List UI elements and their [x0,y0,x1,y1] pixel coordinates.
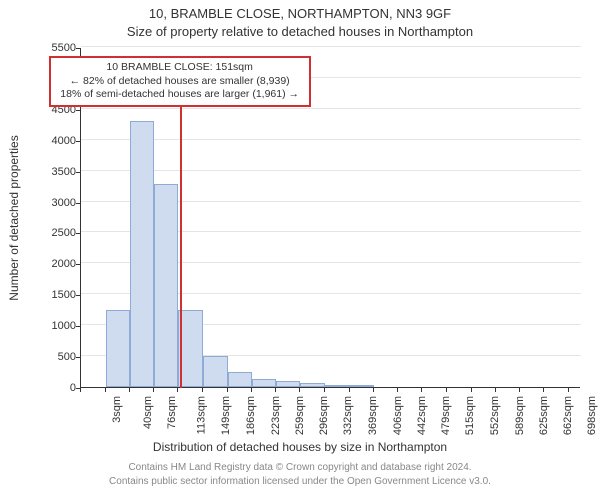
x-tick-mark [349,388,350,392]
chart-container: 10, BRAMBLE CLOSE, NORTHAMPTON, NN3 9GF … [0,0,600,500]
x-tick-mark [397,388,398,392]
x-tick-mark [324,388,325,392]
x-tick-label: 589sqm [514,396,526,435]
x-tick-label: 698sqm [586,396,598,435]
y-tick-mark [76,326,80,327]
chart-title-line2: Size of property relative to detached ho… [0,24,600,39]
chart-title-line1: 10, BRAMBLE CLOSE, NORTHAMPTON, NN3 9GF [0,6,600,21]
x-axis-label: Distribution of detached houses by size … [0,440,600,454]
y-tick-mark [76,141,80,142]
y-tick-mark [76,233,80,234]
x-tick-label: 552sqm [489,396,501,435]
y-tick-label: 4000 [36,135,76,147]
x-tick-mark [421,388,422,392]
footer-attribution-2: Contains public sector information licen… [0,476,600,487]
x-tick-label: 296sqm [318,396,330,435]
x-tick-label: 442sqm [416,396,428,435]
x-tick-label: 3sqm [111,396,123,423]
x-tick-mark [519,388,520,392]
x-tick-mark [373,388,374,392]
footer-attribution-1: Contains HM Land Registry data © Crown c… [0,462,600,473]
x-tick-label: 223sqm [270,396,282,435]
x-tick-mark [251,388,252,392]
x-tick-label: 113sqm [196,396,208,434]
x-tick-label: 332sqm [342,396,354,435]
histogram-bar [350,385,374,387]
x-tick-label: 76sqm [166,396,178,429]
x-tick-mark [177,388,178,392]
x-tick-label: 479sqm [440,396,452,435]
x-tick-mark [80,388,81,392]
y-tick-label: 2000 [36,258,76,270]
y-tick-mark [76,295,80,296]
y-tick-mark [76,110,80,111]
x-tick-mark [471,388,472,392]
callout-line1: 10 BRAMBLE CLOSE: 151sqm [57,61,303,75]
x-tick-label: 625sqm [538,396,550,435]
y-tick-label: 2500 [36,227,76,239]
histogram-bar [203,356,228,387]
histogram-bar [325,385,350,387]
histogram-bar [228,372,252,387]
callout-line3: 18% of semi-detached houses are larger (… [57,88,303,102]
y-tick-label: 3000 [36,197,76,209]
property-callout: 10 BRAMBLE CLOSE: 151sqm ← 82% of detach… [49,56,311,107]
x-tick-label: 369sqm [367,396,379,435]
y-axis-label: Number of detached properties [7,135,21,300]
x-tick-label: 40sqm [142,396,154,429]
x-tick-mark [543,388,544,392]
gridline [81,108,581,109]
y-tick-label: 1000 [36,320,76,332]
histogram-bar [130,121,155,387]
y-tick-label: 5500 [36,42,76,54]
x-tick-mark [299,388,300,392]
gridline [81,170,581,171]
y-tick-label: 3500 [36,166,76,178]
x-tick-label: 259sqm [294,396,306,435]
x-tick-mark [129,388,130,392]
y-tick-mark [76,172,80,173]
x-tick-mark [202,388,203,392]
histogram-bar [276,381,300,387]
y-tick-mark [76,203,80,204]
histogram-bar [252,379,277,387]
y-tick-mark [76,48,80,49]
callout-line2: ← 82% of detached houses are smaller (8,… [57,75,303,89]
histogram-bar [300,383,325,387]
histogram-bar [106,310,130,387]
x-tick-mark [495,388,496,392]
x-tick-mark [446,388,447,392]
y-tick-mark [76,357,80,358]
y-tick-label: 0 [36,382,76,394]
histogram-bar [154,184,178,387]
x-tick-label: 406sqm [392,396,404,435]
x-tick-mark [568,388,569,392]
gridline [81,139,581,140]
y-tick-mark [76,264,80,265]
x-tick-label: 515sqm [464,396,476,435]
x-tick-mark [105,388,106,392]
x-tick-label: 186sqm [245,396,257,435]
y-tick-label: 1500 [36,289,76,301]
x-tick-mark [227,388,228,392]
x-tick-label: 149sqm [220,396,232,435]
gridline [81,46,581,47]
x-tick-label: 662sqm [562,396,574,435]
y-tick-label: 500 [36,351,76,363]
property-marker-line [180,102,182,388]
x-tick-mark [275,388,276,392]
histogram-bar [178,310,203,387]
x-tick-mark [153,388,154,392]
